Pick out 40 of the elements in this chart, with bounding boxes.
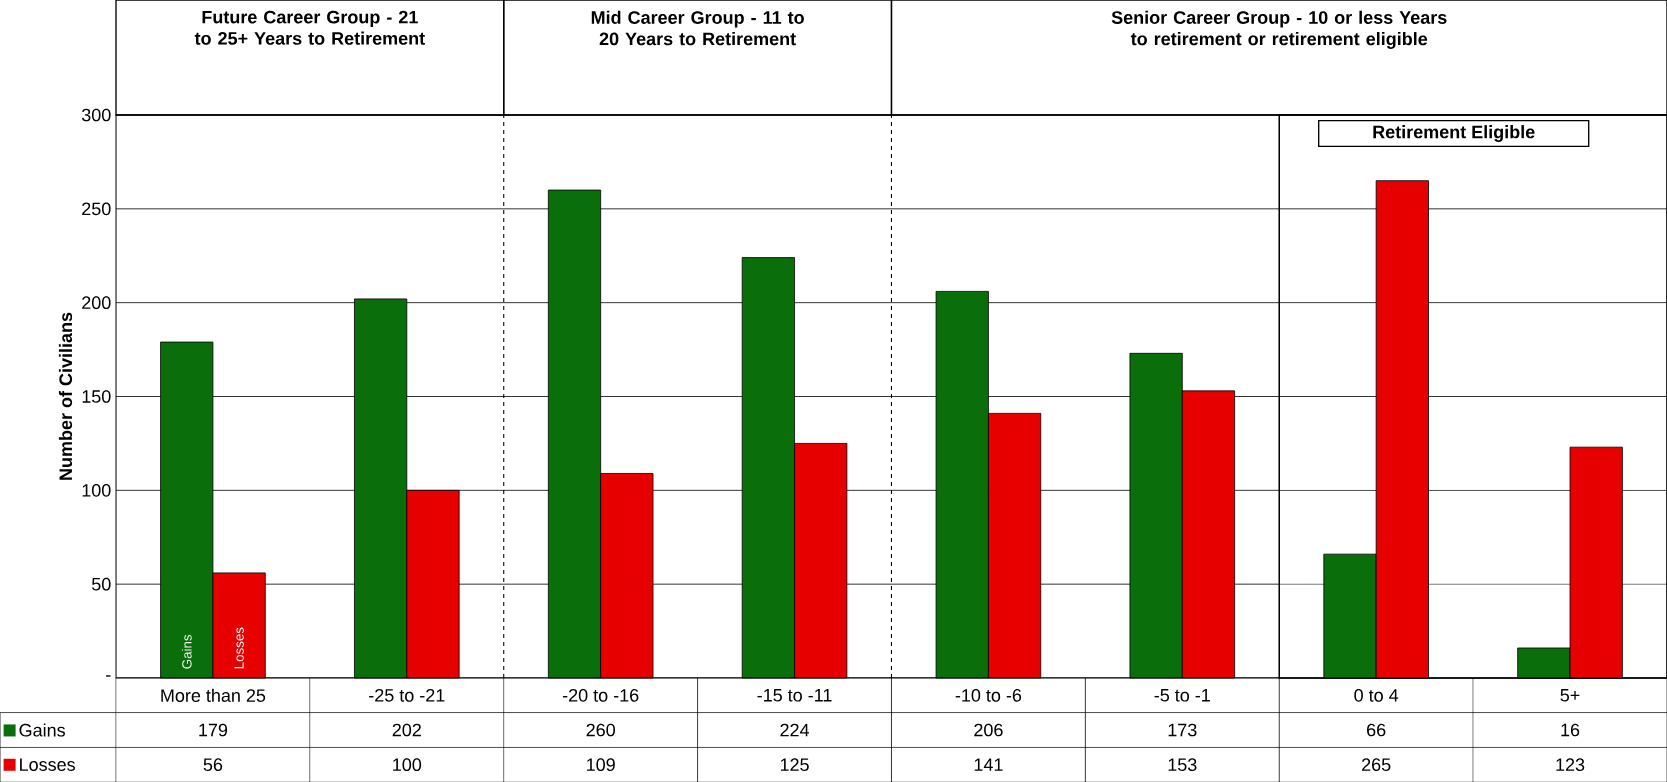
x-tick-label: -15 to -11 — [757, 689, 832, 702]
text: Future Career Group - 21 to 25+ Years to Retirement — [194, 10, 425, 45]
x-tick-label: 0 to 4 — [1354, 688, 1399, 702]
data-label: 265 — [1362, 758, 1391, 772]
y-tick-label: 100 — [82, 483, 111, 497]
x-tick-label: -10 to -6 — [955, 688, 1022, 702]
data-label: 123 — [1556, 758, 1585, 772]
y-tick-label: 250 — [82, 202, 111, 216]
data-label: 66 — [1367, 723, 1386, 737]
data-label: 202 — [392, 723, 421, 737]
x-tick-label: -25 to -21 — [369, 688, 445, 702]
text: Mid Career Group - 11 to 20 Years to Retirement — [591, 10, 804, 46]
text: Senior Career Group - 10 or less Years to retirement or retirement eligible — [1111, 10, 1447, 49]
data-label: 206 — [974, 723, 1003, 737]
y-tick-label: - — [106, 675, 111, 677]
text: Losses — [234, 627, 244, 669]
data-label: 16 — [1561, 723, 1580, 737]
data-label: 260 — [586, 723, 615, 737]
y-tick-label: 150 — [82, 390, 111, 403]
x-tick-label: -5 to -1 — [1154, 689, 1210, 702]
data-label: 141 — [974, 758, 1003, 771]
data-label: 153 — [1168, 758, 1197, 772]
y-axis-title: Number of Civilians — [58, 312, 73, 480]
x-tick-label: -20 to -16 — [562, 688, 639, 702]
data-label: 56 — [203, 758, 223, 772]
y-tick-label: 300 — [81, 108, 111, 122]
legend-label: Losses — [20, 758, 75, 771]
data-label: 173 — [1168, 723, 1197, 737]
x-tick-label: More than 25 — [161, 688, 266, 702]
data-label: 125 — [780, 758, 809, 772]
y-tick-label: 50 — [91, 577, 111, 591]
band-label: Retirement Eligible — [1373, 125, 1535, 142]
data-label: 179 — [199, 723, 228, 737]
text: Gains — [181, 634, 192, 669]
data-label: 100 — [393, 758, 422, 772]
data-label: 109 — [587, 758, 615, 772]
data-label: 224 — [780, 723, 810, 737]
y-tick-label: 200 — [82, 296, 111, 310]
legend-label: Gains — [19, 723, 65, 737]
x-tick-label: 5+ — [1560, 689, 1580, 702]
